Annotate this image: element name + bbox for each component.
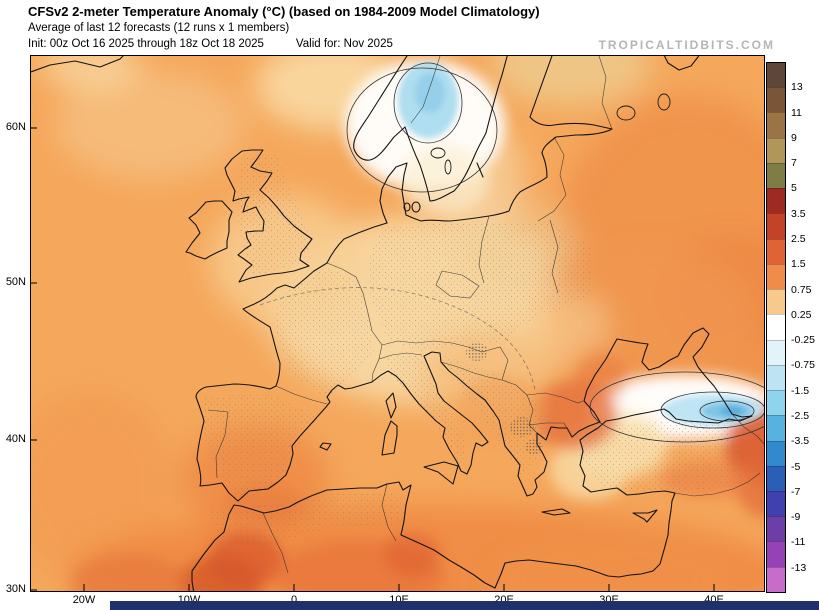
map-border xyxy=(30,55,765,592)
y-axis-label: 30N xyxy=(5,583,26,595)
cyprus-coast xyxy=(632,509,658,523)
colorbar-segment xyxy=(767,188,785,214)
colorbar-label: 5 xyxy=(791,182,797,195)
colorbar-label: -2.5 xyxy=(791,410,810,422)
x-axis-label: 20W xyxy=(72,594,96,606)
colorbar-label: 3.5 xyxy=(791,207,806,220)
colorbar-label: -13 xyxy=(791,561,807,574)
white-sea-coast xyxy=(663,55,700,71)
sardinia-coast xyxy=(381,420,398,456)
colorbar-segment xyxy=(767,314,785,340)
colorbar-label: -1.5 xyxy=(791,384,810,397)
colorbar-segment xyxy=(767,339,785,365)
watermark: TROPICALTIDBITS.COM xyxy=(598,38,775,52)
sicily-coast xyxy=(423,461,459,485)
colorbar-label: 1.5 xyxy=(791,258,806,271)
colorbar xyxy=(766,62,786,593)
iceland-coast-fragment xyxy=(30,55,125,73)
colorbar-label: -11 xyxy=(791,536,806,549)
colorbar-segment xyxy=(767,238,785,264)
admin-boundary-texture xyxy=(202,153,746,547)
y-axis-label: 50N xyxy=(5,276,26,288)
scandinavia-coast xyxy=(353,55,509,202)
dense-admin-patches xyxy=(466,343,543,455)
colorbar-labels: 13 11 9 7 5 3.5 2.5 1.5 0.75 0.25 -0.25 -0.75 -1.5 -2… xyxy=(791,62,819,593)
colorbar-label: 2.5 xyxy=(791,233,806,245)
corsica-coast xyxy=(385,392,397,419)
colorbar-label: -3.5 xyxy=(791,435,810,448)
colorbar-segment xyxy=(767,63,785,88)
colorbar-segment xyxy=(767,162,785,189)
y-axis-label: 60N xyxy=(5,121,26,133)
country-borders xyxy=(207,55,765,574)
colorbar-segment xyxy=(767,289,785,315)
colorbar-label: -0.75 xyxy=(791,359,815,372)
page-title: CFSv2 2-meter Temperature Anomaly (°C) (… xyxy=(28,4,540,19)
page-subtitle: Average of last 12 forecasts (12 runs x … xyxy=(28,22,290,34)
init-line: Init: 00z Oct 16 2025 through 18z Oct 18… xyxy=(28,38,393,50)
colorbar-segment xyxy=(767,541,785,567)
zealand-coast xyxy=(411,201,421,213)
colorbar-label: 13 xyxy=(791,81,803,94)
colorbar-segment xyxy=(767,263,785,290)
colorbar-label: 7 xyxy=(791,157,797,170)
valid-text: Valid for: Nov 2025 xyxy=(295,38,393,50)
lakes xyxy=(430,93,671,175)
colorbar-segment xyxy=(767,440,785,466)
colorbar-label: 0.25 xyxy=(791,308,812,321)
great-britain-coast xyxy=(224,149,313,283)
colorbar-label: -7 xyxy=(791,485,801,498)
colorbar-segment xyxy=(767,566,785,592)
colorbar-segment xyxy=(767,137,785,163)
colorbar-segment xyxy=(767,87,785,113)
colorbar-label: -9 xyxy=(791,511,801,524)
colorbar-label: 11 xyxy=(791,106,802,119)
colorbar-segment xyxy=(767,465,785,491)
y-axis-label: 40N xyxy=(5,433,26,445)
colorbar-label: -5 xyxy=(791,460,801,473)
colorbar-segment xyxy=(767,364,785,391)
footer-progress-bar xyxy=(110,601,819,610)
map-frame xyxy=(30,55,765,592)
crete-coast xyxy=(541,508,571,516)
colorbar-label: -0.25 xyxy=(791,334,815,347)
colorbar-segment xyxy=(767,516,785,542)
colorbar-label: 0.75 xyxy=(791,283,812,296)
funen-coast xyxy=(403,202,411,212)
ireland-coast xyxy=(185,200,233,260)
mainland-coast xyxy=(191,55,753,592)
colorbar-segment xyxy=(767,112,785,138)
coastlines xyxy=(30,55,753,592)
europe-map xyxy=(30,55,765,592)
gotland-coast xyxy=(476,162,484,178)
colorbar-segment xyxy=(767,390,785,416)
colorbar-segment xyxy=(767,213,785,239)
colorbar-segment xyxy=(767,490,785,517)
mallorca-coast xyxy=(319,442,332,451)
x-axis-label: 0 xyxy=(290,594,298,606)
init-text: Init: 00z Oct 16 2025 through 18z Oct 18… xyxy=(28,38,264,50)
colorbar-segment xyxy=(767,415,785,441)
colorbar-label: 9 xyxy=(791,131,797,144)
axis-ticks xyxy=(30,127,715,592)
